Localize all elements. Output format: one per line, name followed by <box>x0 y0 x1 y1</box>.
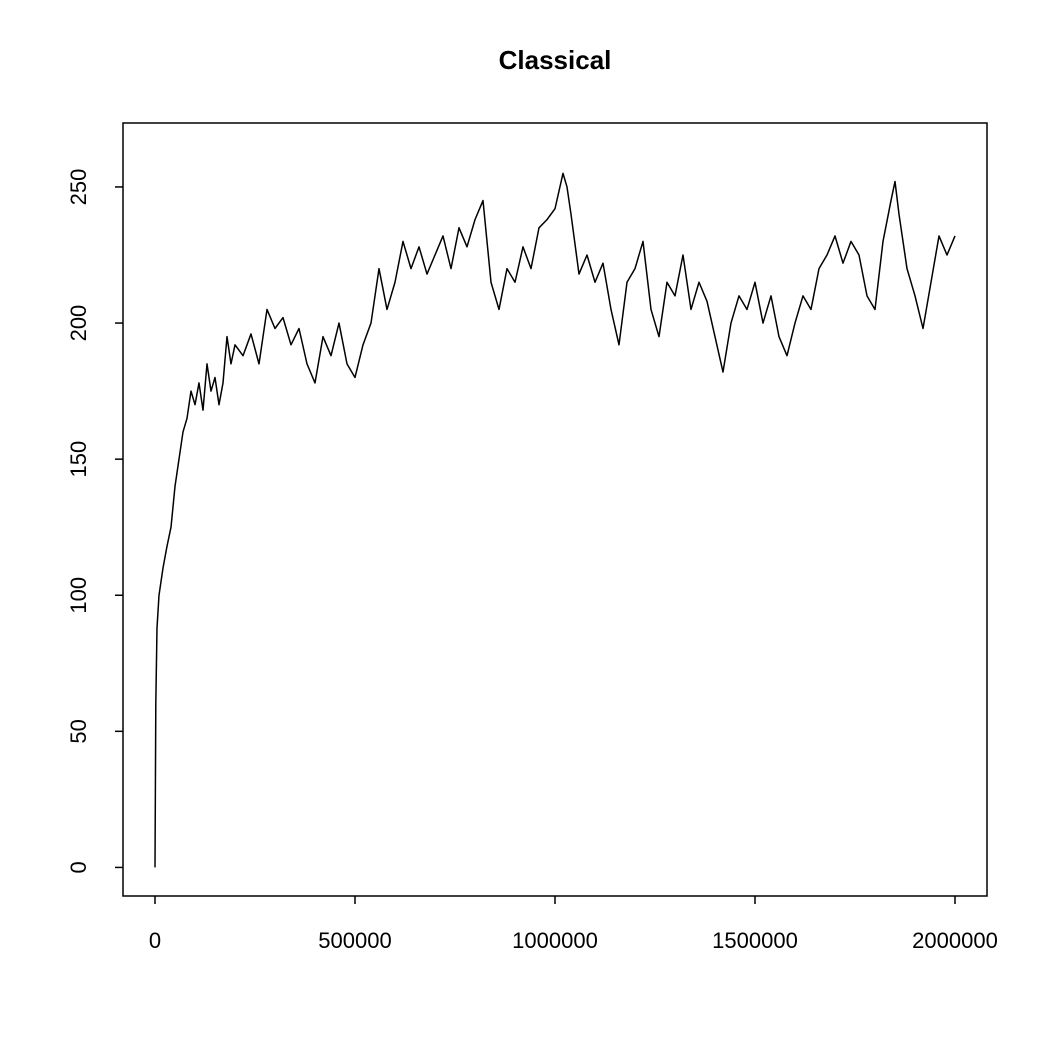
y-tick-label: 250 <box>66 169 91 206</box>
y-tick-label: 100 <box>66 577 91 614</box>
x-tick-label: 0 <box>149 928 161 953</box>
x-tick-label: 500000 <box>318 928 391 953</box>
y-tick-label: 150 <box>66 441 91 478</box>
data-line <box>154 172 956 868</box>
chart-title: Classical <box>499 45 612 75</box>
plot-frame <box>122 122 988 897</box>
y-tick-label: 200 <box>66 305 91 342</box>
y-tick-label: 0 <box>66 861 91 873</box>
x-tick-label: 1000000 <box>512 928 598 953</box>
x-tick-label: 1500000 <box>712 928 798 953</box>
y-tick-label: 50 <box>66 719 91 743</box>
x-tick-label: 2000000 <box>912 928 998 953</box>
